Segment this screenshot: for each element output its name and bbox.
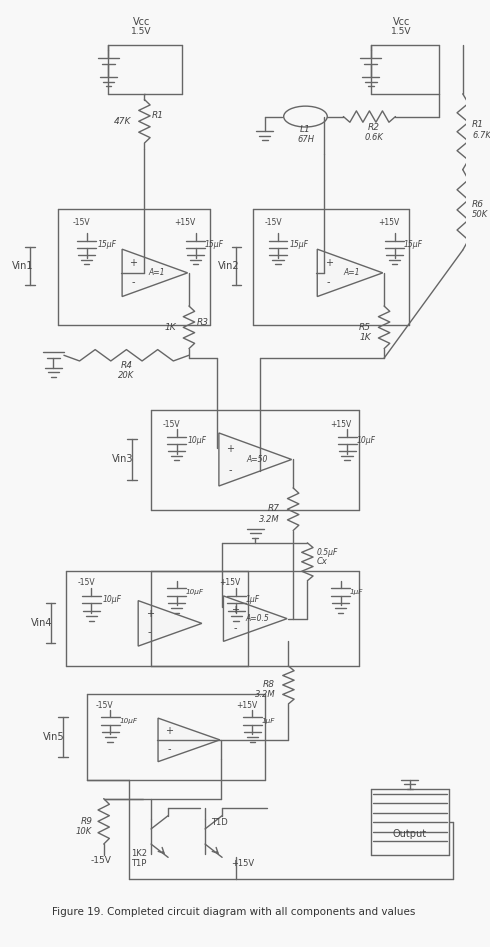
Text: -: - — [233, 623, 237, 633]
Text: R4: R4 — [121, 361, 132, 370]
Text: R1: R1 — [152, 111, 164, 120]
Text: 10μF: 10μF — [357, 436, 376, 445]
Text: R6: R6 — [472, 200, 484, 208]
Text: +15V: +15V — [236, 702, 257, 710]
Polygon shape — [317, 249, 383, 296]
Text: A=1: A=1 — [343, 268, 360, 277]
Text: 3.2M: 3.2M — [259, 514, 280, 524]
Text: 1.5V: 1.5V — [131, 27, 152, 36]
Text: +15V: +15V — [231, 859, 254, 867]
Text: +: + — [325, 259, 333, 268]
Text: Output: Output — [392, 829, 427, 839]
Text: Vcc: Vcc — [133, 17, 150, 27]
Text: 47K: 47K — [114, 116, 131, 126]
Text: 6.7K: 6.7K — [472, 131, 490, 140]
Text: -15V: -15V — [265, 218, 282, 227]
Text: A=0.5: A=0.5 — [245, 615, 269, 623]
Text: Vin5: Vin5 — [43, 732, 64, 742]
Text: -15V: -15V — [96, 702, 114, 710]
Text: -: - — [168, 743, 171, 754]
Text: Vin3: Vin3 — [112, 455, 133, 464]
Text: +: + — [226, 444, 234, 454]
Text: 10μF: 10μF — [188, 436, 207, 445]
Text: Vin4: Vin4 — [30, 618, 52, 629]
Polygon shape — [158, 718, 220, 761]
Text: R3: R3 — [196, 317, 209, 327]
Text: 50K: 50K — [472, 210, 489, 219]
Text: L1: L1 — [300, 125, 311, 134]
Text: -: - — [132, 277, 135, 287]
Text: +15V: +15V — [331, 420, 352, 429]
Text: 10μF: 10μF — [120, 718, 138, 724]
Polygon shape — [122, 249, 188, 296]
Text: 3.2M: 3.2M — [254, 690, 275, 699]
Polygon shape — [219, 433, 292, 486]
Polygon shape — [223, 596, 287, 641]
Text: R9: R9 — [80, 817, 92, 826]
Text: 0.5μF: 0.5μF — [317, 547, 338, 557]
Text: -: - — [327, 277, 330, 287]
Text: -15V: -15V — [77, 578, 95, 587]
Text: 1μF: 1μF — [350, 589, 364, 595]
Text: 1K: 1K — [164, 323, 176, 332]
Text: -: - — [228, 465, 232, 475]
Text: A=1: A=1 — [148, 268, 165, 277]
Text: -: - — [148, 628, 151, 637]
Text: +15V: +15V — [219, 578, 240, 587]
Text: -15V: -15V — [91, 856, 111, 865]
Text: 1.5V: 1.5V — [391, 27, 412, 36]
Text: R1: R1 — [472, 119, 484, 129]
Text: +: + — [129, 259, 138, 268]
Text: Vcc: Vcc — [392, 17, 410, 27]
Text: T1D: T1D — [211, 818, 228, 827]
Text: 10μF: 10μF — [186, 589, 204, 595]
Text: +: + — [166, 726, 173, 736]
Text: +15V: +15V — [378, 218, 399, 227]
Text: Cx: Cx — [317, 557, 328, 566]
Text: Vin1: Vin1 — [11, 261, 33, 271]
Text: -15V: -15V — [162, 420, 180, 429]
Text: 1K2: 1K2 — [131, 849, 147, 858]
Text: A=50: A=50 — [246, 455, 268, 464]
Polygon shape — [138, 600, 202, 646]
Text: -15V: -15V — [73, 218, 90, 227]
Text: 67H: 67H — [297, 134, 314, 144]
Text: R2: R2 — [368, 123, 380, 133]
Text: +: + — [231, 604, 239, 615]
Text: R8: R8 — [263, 681, 275, 689]
Text: 0.6K: 0.6K — [365, 133, 384, 142]
Text: 20K: 20K — [118, 370, 135, 380]
Text: +: + — [146, 609, 153, 619]
Text: 15μF: 15μF — [290, 240, 308, 249]
Text: 1μF: 1μF — [246, 595, 260, 604]
Text: 1K: 1K — [359, 332, 371, 342]
Text: 1μF: 1μF — [262, 718, 275, 724]
Text: 15μF: 15μF — [404, 240, 423, 249]
Text: R5: R5 — [359, 323, 371, 332]
Text: T1P: T1P — [131, 859, 147, 867]
Text: R7: R7 — [268, 504, 280, 513]
Text: 10K: 10K — [76, 828, 92, 836]
Text: 15μF: 15μF — [205, 240, 224, 249]
Text: 10μF: 10μF — [103, 595, 122, 604]
Text: Vin2: Vin2 — [218, 261, 240, 271]
Text: 15μF: 15μF — [98, 240, 117, 249]
Text: Figure 19. Completed circuit diagram with all components and values: Figure 19. Completed circuit diagram wit… — [52, 907, 415, 918]
Text: +15V: +15V — [174, 218, 196, 227]
